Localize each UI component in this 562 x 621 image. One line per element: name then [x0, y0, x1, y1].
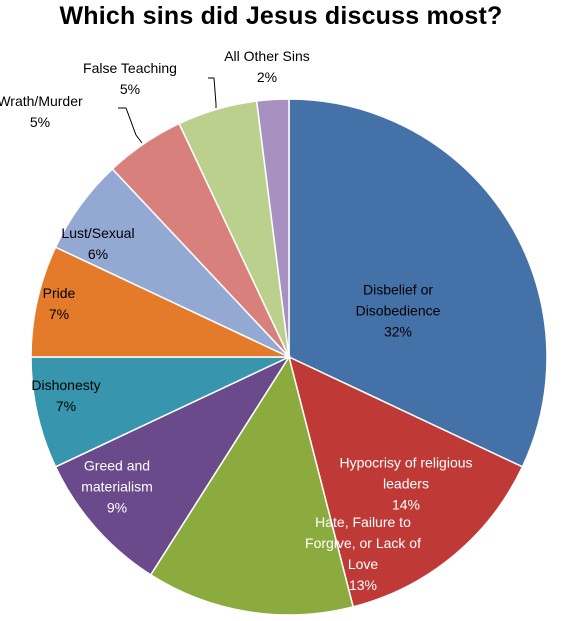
- slice-label-text: Disbelief or: [363, 282, 433, 298]
- slice-label-text: 5%: [30, 114, 50, 130]
- leader-line: [208, 77, 217, 108]
- slice-label-text: Forgive, or Lack of: [305, 535, 421, 551]
- slice-label-text: Dishonesty: [31, 377, 100, 393]
- slice-label: False Teaching 5%: [83, 60, 177, 97]
- slice-label: Disbelief or Disobedience 32%: [356, 282, 441, 340]
- slice-label: Wrath/Murder 5%: [0, 93, 83, 130]
- slice-label: Hypocrisy of religious leaders 14%: [339, 455, 472, 513]
- slice-label-text: 14%: [392, 497, 420, 513]
- slice-label-text: 5%: [120, 81, 140, 97]
- pie-slice: [287, 355, 524, 608]
- leader-line: [118, 107, 143, 144]
- slice-label-text: 6%: [88, 246, 108, 262]
- slice-label-text: leaders: [383, 476, 429, 492]
- pie-slice: [54, 355, 292, 576]
- slice-label-text: materialism: [81, 479, 153, 495]
- slice-label-text: 13%: [349, 577, 377, 593]
- slice-label: Greed and materialism 9%: [81, 458, 153, 516]
- slice-label: Lust/Sexual 6%: [61, 225, 134, 262]
- pie-slice: [30, 246, 290, 358]
- slice-label-text: False Teaching: [83, 60, 177, 76]
- slice-label: All Other Sins 2%: [224, 48, 310, 85]
- pie-slice: [288, 98, 548, 468]
- slice-label: Hate, Failure to Forgive, or Lack of Love 1…: [305, 514, 421, 593]
- slice-label-text: Hate, Failure to: [315, 514, 411, 530]
- slice-label-text: Wrath/Murder: [0, 93, 83, 109]
- slice-label-text: Hypocrisy of religious: [339, 455, 472, 471]
- slice-label-text: Love: [348, 556, 379, 572]
- slice-label-text: 7%: [49, 306, 69, 322]
- pie-slice: [255, 98, 290, 358]
- slice-label-text: Disobedience: [356, 303, 441, 319]
- slice-label-text: Lust/Sexual: [61, 225, 134, 241]
- slice-label-text: 2%: [257, 69, 277, 85]
- slice-label-text: Pride: [43, 285, 76, 301]
- slice-label-text: 32%: [384, 324, 412, 340]
- pie-slice: [30, 356, 290, 468]
- pie-slice: [149, 355, 355, 616]
- slice-label: Dishonesty 7%: [31, 377, 100, 414]
- slice-label-text: Greed and: [84, 458, 150, 474]
- chart-title: Which sins did Jesus discuss most?: [59, 2, 503, 30]
- slice-label-text: 9%: [107, 500, 127, 516]
- slice-label-text: All Other Sins: [224, 48, 310, 64]
- slice-label: Pride 7%: [43, 285, 76, 322]
- slice-label-text: 7%: [56, 398, 76, 414]
